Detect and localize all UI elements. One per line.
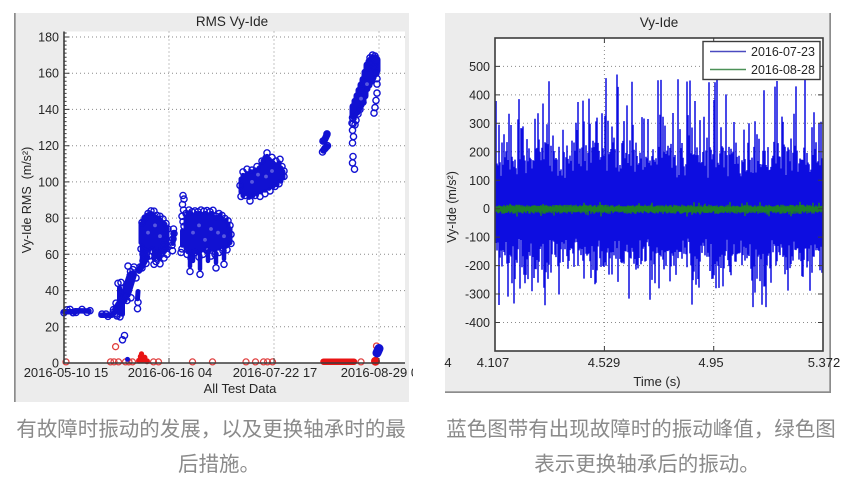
svg-text:Vy-Ide RMS (m/s²): Vy-Ide RMS (m/s²) — [20, 147, 34, 253]
svg-text:80: 80 — [45, 212, 59, 226]
svg-text:180: 180 — [38, 31, 59, 45]
svg-text:Vy-Ide: Vy-Ide — [640, 15, 679, 30]
svg-text:200: 200 — [469, 145, 490, 159]
svg-text:Vy-Ide (m/s²): Vy-Ide (m/s²) — [445, 171, 459, 243]
svg-text:-100: -100 — [465, 231, 490, 245]
svg-text:100: 100 — [469, 174, 490, 188]
svg-text:4.95: 4.95 — [698, 355, 723, 370]
svg-text:4: 4 — [444, 355, 451, 370]
svg-text:120: 120 — [38, 139, 59, 153]
svg-text:-200: -200 — [465, 259, 490, 273]
svg-text:2016-05-10 15: 2016-05-10 15 — [24, 365, 109, 380]
svg-text:20: 20 — [45, 320, 59, 334]
svg-text:-300: -300 — [465, 288, 490, 302]
svg-text:2016-08-28: 2016-08-28 — [751, 63, 815, 77]
svg-text:60: 60 — [45, 248, 59, 262]
svg-text:2016-07-23: 2016-07-23 — [751, 45, 815, 59]
svg-text:140: 140 — [38, 103, 59, 117]
svg-text:160: 160 — [38, 67, 59, 81]
svg-text:0: 0 — [52, 357, 59, 371]
svg-text:500: 500 — [469, 60, 490, 74]
svg-text:0: 0 — [483, 202, 490, 216]
svg-text:5.372: 5.372 — [808, 355, 841, 370]
svg-text:All Test Data: All Test Data — [204, 381, 278, 396]
svg-text:2016-08-29 00: 2016-08-29 00 — [341, 365, 426, 380]
svg-text:4.529: 4.529 — [588, 355, 621, 370]
svg-text:2016-06-16 04: 2016-06-16 04 — [128, 365, 213, 380]
svg-text:40: 40 — [45, 284, 59, 298]
svg-text:Time (s): Time (s) — [633, 374, 680, 389]
svg-text:RMS Vy-Ide: RMS Vy-Ide — [196, 14, 268, 29]
svg-text:100: 100 — [38, 175, 59, 189]
svg-text:4.107: 4.107 — [477, 355, 510, 370]
svg-text:400: 400 — [469, 88, 490, 102]
svg-text:-400: -400 — [465, 316, 490, 330]
svg-text:2016-07-22 17: 2016-07-22 17 — [233, 365, 318, 380]
svg-text:300: 300 — [469, 117, 490, 131]
